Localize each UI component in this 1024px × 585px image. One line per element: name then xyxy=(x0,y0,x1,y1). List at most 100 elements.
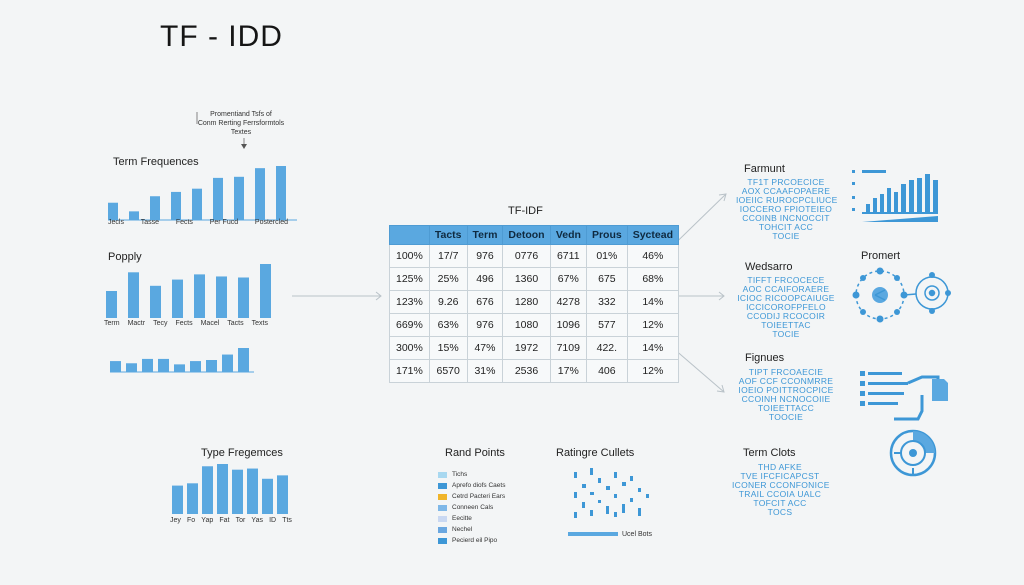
arrowhead xyxy=(718,193,727,202)
table-cell: 123% xyxy=(389,290,430,314)
text-line: TOCIE xyxy=(772,329,800,339)
legend-swatch xyxy=(438,537,447,544)
legend-swatch xyxy=(438,493,447,500)
text-line: TOIEETTACC xyxy=(757,403,815,413)
table-header-cell: Detoon xyxy=(502,225,551,245)
table-header-cell: Syctead xyxy=(626,225,680,245)
scatter-icon xyxy=(568,468,649,536)
table-cell: 47% xyxy=(466,336,504,360)
mini-bar-chart xyxy=(110,348,254,373)
tick-label: Mactr xyxy=(127,320,146,327)
table-title: TF-IDF xyxy=(508,205,543,217)
legend-label: Eecitte xyxy=(452,515,472,522)
bar xyxy=(217,464,228,514)
tick-label: Texts xyxy=(251,320,268,327)
table-row: 100% 17/7 976 0776 6711 01% 46% xyxy=(389,244,680,268)
legend-item: Tichs xyxy=(438,469,505,480)
bar xyxy=(174,364,185,372)
ratingre-footer: Ucel Bots xyxy=(622,531,652,538)
text-line: IOEIO POITTROCPICE xyxy=(738,385,834,395)
table-cell: 14% xyxy=(626,290,680,314)
rand-points-title: Rand Points xyxy=(445,447,505,459)
bar xyxy=(262,478,273,514)
text-line: ICIOC RICOOPCAIUGE xyxy=(737,293,835,303)
table-cell: 0776 xyxy=(502,244,551,268)
table-cell: 7109 xyxy=(549,336,587,360)
bar xyxy=(172,279,183,318)
text-line: TOOCIE xyxy=(768,412,804,422)
text-line: TOFCIT ACC xyxy=(753,498,807,508)
type-fregemces-chart xyxy=(172,464,288,514)
tick-label: Jecls xyxy=(108,219,124,226)
table-cell: 300% xyxy=(389,336,430,360)
table-cell: 9.26 xyxy=(428,290,468,314)
tick-label: Fat xyxy=(219,517,230,524)
table-cell: 1280 xyxy=(502,290,551,314)
bar xyxy=(234,176,244,220)
table-cell: 1360 xyxy=(502,267,551,291)
network-icon xyxy=(852,267,951,323)
text-line: AOX CCAAFOPAERE xyxy=(741,186,831,196)
tick-label: Term xyxy=(104,320,120,327)
bar xyxy=(206,360,217,372)
fignues-title: Fignues xyxy=(745,352,785,364)
table-cell: 68% xyxy=(626,267,680,291)
text-line: IOEIIC RUROCPCLIUCE xyxy=(736,195,838,205)
bar xyxy=(106,291,117,318)
bar xyxy=(222,354,233,372)
text-line: CCOINB INCNOCCIT xyxy=(742,213,830,223)
text-line: THD AFKE xyxy=(758,462,802,472)
bar xyxy=(108,202,118,220)
legend-swatch xyxy=(438,504,447,511)
text-line: TOCIE xyxy=(772,231,800,241)
tick-label: Tor xyxy=(235,517,246,524)
table-cell: 6711 xyxy=(549,244,587,268)
text-line: TF1T PRCOECICE xyxy=(747,177,825,187)
tick-label: Macel xyxy=(200,320,220,327)
table-cell: 2536 xyxy=(502,359,551,383)
tick-label: Fects xyxy=(175,320,193,327)
table-cell: 125% xyxy=(389,267,430,291)
table-header-cell xyxy=(389,225,430,245)
table-header-cell: Vedn xyxy=(549,225,587,245)
table-cell: 422. xyxy=(585,336,628,360)
table-cell: 100% xyxy=(389,244,430,268)
table-header-cell: Term xyxy=(466,225,504,245)
top-note-line: Textes xyxy=(230,129,252,136)
legend-label: Cetrd Pacteri Ears xyxy=(452,493,506,500)
table-cell: 1096 xyxy=(549,313,587,337)
table-cell: 31% xyxy=(466,359,504,383)
tick-label: Yap xyxy=(201,517,214,524)
promert-title: Promert xyxy=(861,250,901,262)
farmunt-text-block: TF1T PRCOECICE AOX CCAAFOPAERE IOEIIC RURO… xyxy=(736,177,838,241)
bar xyxy=(255,168,265,220)
wedsarro-title: Wedsarro xyxy=(745,261,793,273)
tick-label: Tasse xyxy=(140,219,160,226)
text-line: TIFFT FRCOCECE xyxy=(747,275,825,285)
rand-points-legend: Tichs Aprefo diofs Caets Cetrd Pacteri Ear… xyxy=(438,469,505,546)
bar xyxy=(126,363,137,372)
arrowhead xyxy=(375,291,382,301)
bar xyxy=(129,211,139,220)
text-line: CCODIJ RCOCOIR xyxy=(746,311,826,321)
tick-label: Postercled xyxy=(254,219,288,226)
tick-label: Tts xyxy=(282,517,292,524)
bar xyxy=(110,361,121,372)
tfidf-table: Tacts Term Detoon Vedn Prous Syctead 100% 17/7… xyxy=(389,225,680,383)
table-cell: 577 xyxy=(585,313,628,337)
table-cell: 675 xyxy=(585,267,628,291)
tick-label: Per Fucd xyxy=(209,219,239,226)
term-frequences-chart xyxy=(108,166,297,221)
text-line: TOHCIT ACC xyxy=(758,222,814,232)
text-line: ICONER CCONFONICE xyxy=(732,480,830,490)
gauge-icon xyxy=(889,429,937,477)
bar xyxy=(260,264,271,318)
table-cell: 676 xyxy=(466,290,504,314)
farmunt-title: Farmunt xyxy=(744,163,785,175)
table-cell: 14% xyxy=(626,336,680,360)
tick-label: Tecy xyxy=(153,320,168,327)
legend-swatch xyxy=(438,526,447,533)
legend-item: Pecierd eil Pipo xyxy=(438,535,505,546)
table-cell: 67% xyxy=(549,267,587,291)
table-cell: 46% xyxy=(626,244,680,268)
